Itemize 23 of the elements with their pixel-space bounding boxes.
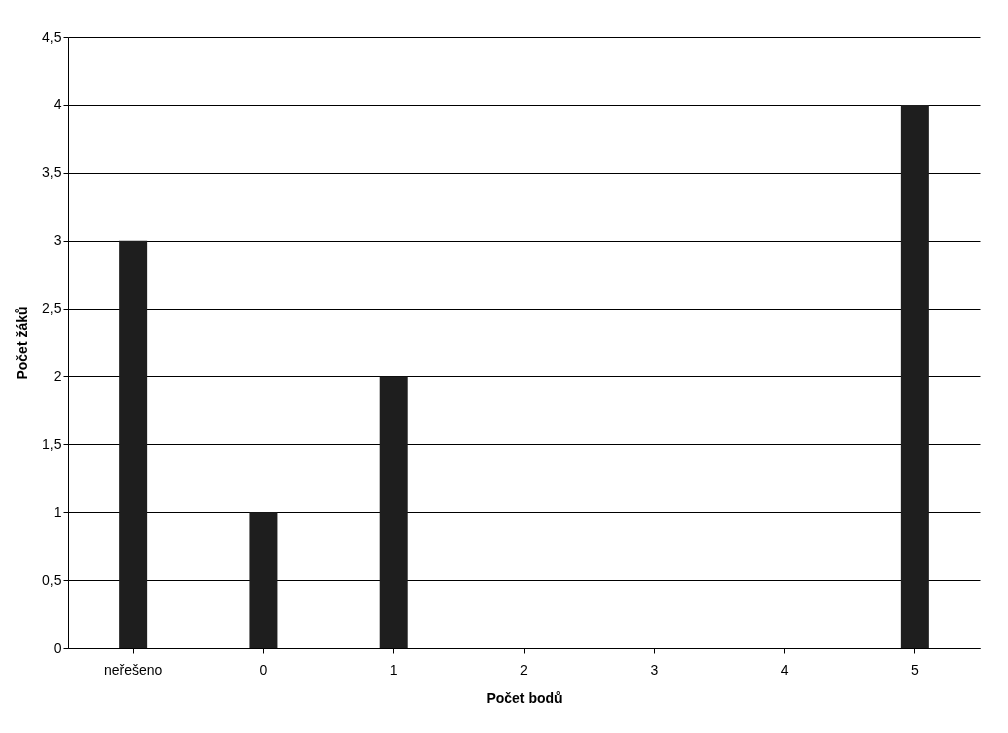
x-tick-label: 2 bbox=[520, 661, 529, 678]
y-tick-label: 0,5 bbox=[42, 571, 62, 588]
bar bbox=[119, 240, 148, 648]
x-tick-label: 4 bbox=[780, 661, 789, 678]
bar bbox=[900, 104, 929, 648]
y-tick-label: 2 bbox=[53, 367, 62, 384]
x-tick-label: 0 bbox=[259, 661, 268, 678]
y-tick-label: 0 bbox=[53, 639, 62, 656]
y-tick-label: 4,5 bbox=[42, 28, 62, 45]
x-tick-label: 3 bbox=[650, 661, 659, 678]
y-tick-label: 3 bbox=[53, 232, 62, 249]
x-tick-label: 5 bbox=[910, 661, 919, 678]
y-tick-label: 1,5 bbox=[42, 435, 62, 452]
x-tick-label: neřešeno bbox=[103, 661, 163, 678]
bar bbox=[379, 376, 408, 648]
y-tick-label: 1 bbox=[53, 503, 62, 520]
y-tick-label: 3,5 bbox=[42, 164, 62, 181]
x-tick-label: 1 bbox=[389, 661, 398, 678]
bar bbox=[249, 512, 278, 648]
x-axis-title: Počet bodů bbox=[486, 689, 563, 706]
y-tick-label: 4 bbox=[53, 96, 62, 113]
y-tick-label: 2,5 bbox=[42, 300, 62, 317]
y-axis-title: Počet žáků bbox=[14, 306, 31, 380]
